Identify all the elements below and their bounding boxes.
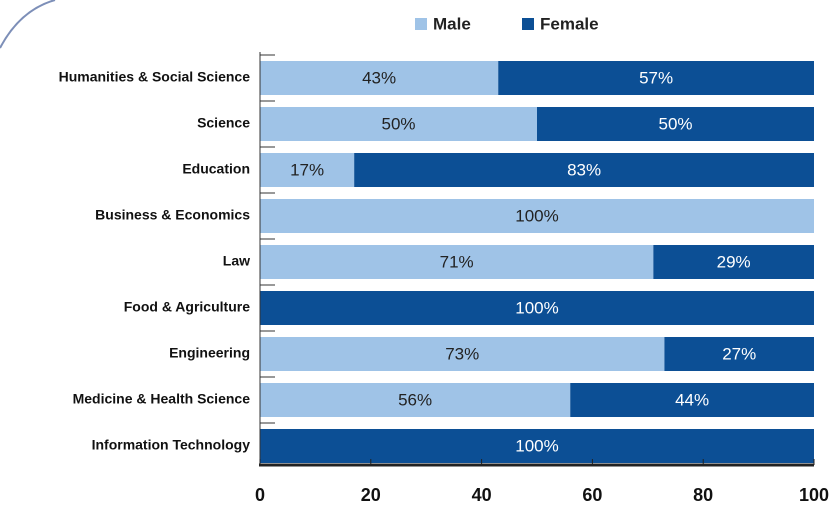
value-label: 100%	[515, 206, 558, 225]
y-tick-label: Food & Agriculture	[124, 299, 250, 315]
bar-segment	[260, 245, 654, 279]
value-label: 100%	[515, 436, 558, 455]
bar-segment	[260, 61, 499, 95]
x-tick-label: 40	[472, 485, 492, 505]
legend-label: Male	[433, 14, 471, 33]
x-tick-label: 0	[255, 485, 265, 505]
y-tick-label: Engineering	[169, 345, 250, 361]
value-label: 71%	[440, 252, 474, 271]
bar-segment	[260, 383, 571, 417]
value-label: 44%	[675, 390, 709, 409]
bar-segment	[653, 245, 814, 279]
y-tick-label: Science	[197, 115, 250, 131]
bar-segment	[498, 61, 814, 95]
value-label: 50%	[658, 114, 692, 133]
value-label: 17%	[290, 160, 324, 179]
y-tick-label: Business & Economics	[95, 207, 250, 223]
x-tick-label: 80	[693, 485, 713, 505]
bar-segment	[260, 153, 355, 187]
bar-segment	[260, 429, 814, 463]
x-tick-label: 20	[361, 485, 381, 505]
y-tick-label: Medicine & Health Science	[73, 391, 251, 407]
bar-segment	[354, 153, 814, 187]
x-tick-label: 60	[582, 485, 602, 505]
bar-segment	[260, 291, 814, 325]
value-label: 100%	[515, 298, 558, 317]
value-label: 57%	[639, 68, 673, 87]
value-label: 73%	[445, 344, 479, 363]
corner-decoration	[0, 0, 56, 49]
y-tick-label: Law	[223, 253, 250, 269]
bar-segment	[260, 199, 814, 233]
value-label: 29%	[717, 252, 751, 271]
bar-segment	[570, 383, 814, 417]
value-label: 56%	[398, 390, 432, 409]
x-tick-label: 100	[799, 485, 829, 505]
value-label: 83%	[567, 160, 601, 179]
bar-segment	[664, 337, 814, 371]
legend-label: Female	[540, 14, 599, 33]
y-tick-label: Humanities & Social Science	[59, 69, 251, 85]
bar-segment	[260, 337, 665, 371]
legend-swatch	[415, 18, 427, 30]
legend-swatch	[522, 18, 534, 30]
value-label: 50%	[381, 114, 415, 133]
value-label: 43%	[362, 68, 396, 87]
value-label: 27%	[722, 344, 756, 363]
y-tick-label: Information Technology	[92, 437, 251, 453]
y-tick-label: Education	[182, 161, 250, 177]
bar-segment	[260, 107, 537, 141]
bar-segment	[537, 107, 814, 141]
